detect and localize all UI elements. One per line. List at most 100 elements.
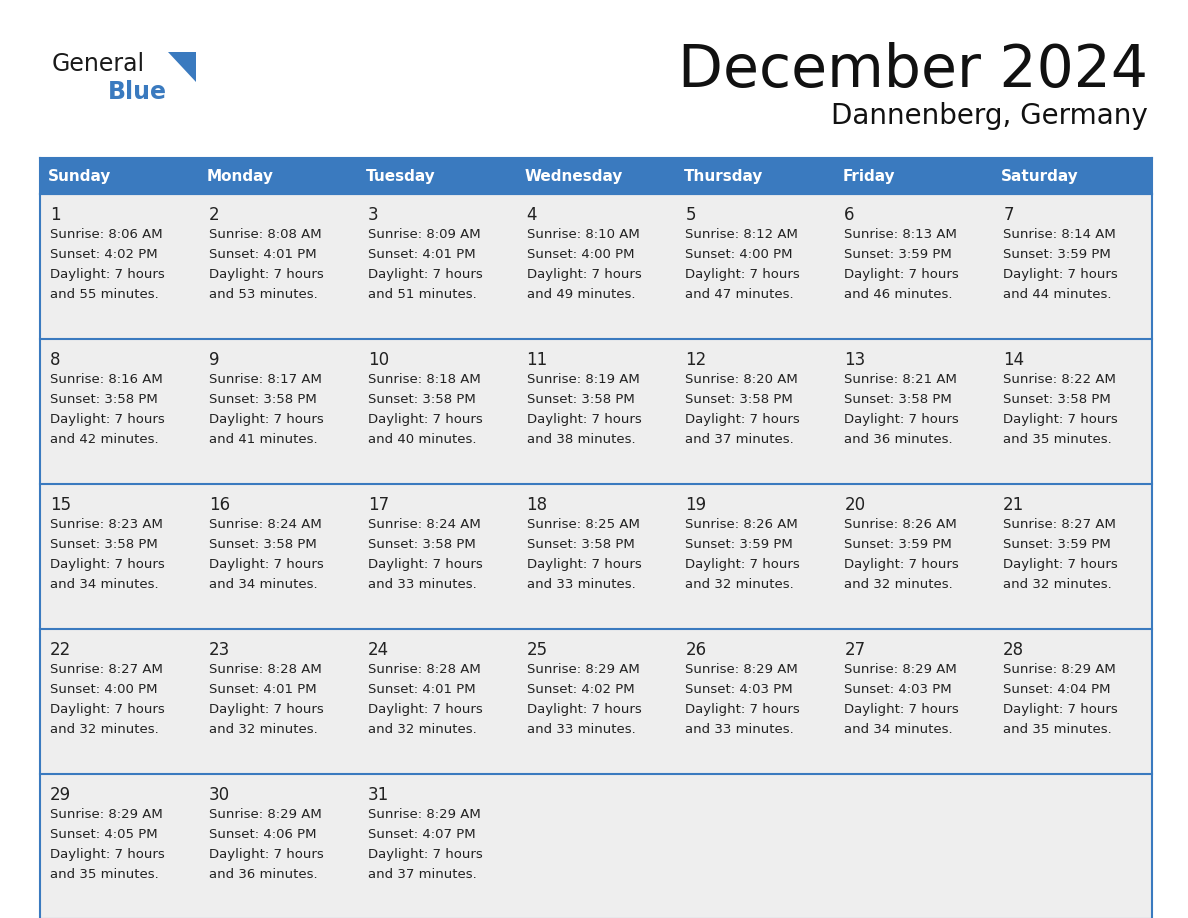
Text: Daylight: 7 hours: Daylight: 7 hours xyxy=(50,413,165,426)
Text: 27: 27 xyxy=(845,641,865,659)
Text: Daylight: 7 hours: Daylight: 7 hours xyxy=(685,558,801,571)
Bar xyxy=(834,339,993,484)
Text: Sunset: 4:01 PM: Sunset: 4:01 PM xyxy=(368,248,475,261)
Bar xyxy=(993,484,1152,629)
Text: Sunset: 3:58 PM: Sunset: 3:58 PM xyxy=(685,393,794,406)
Text: and 33 minutes.: and 33 minutes. xyxy=(526,723,636,736)
Text: Sunrise: 8:12 AM: Sunrise: 8:12 AM xyxy=(685,228,798,241)
Bar xyxy=(358,194,517,339)
Text: and 36 minutes.: and 36 minutes. xyxy=(845,433,953,446)
Text: Sunset: 4:07 PM: Sunset: 4:07 PM xyxy=(368,828,475,841)
Text: and 33 minutes.: and 33 minutes. xyxy=(685,723,795,736)
Text: Dannenberg, Germany: Dannenberg, Germany xyxy=(832,102,1148,130)
Text: Daylight: 7 hours: Daylight: 7 hours xyxy=(526,558,642,571)
Text: Daylight: 7 hours: Daylight: 7 hours xyxy=(209,848,323,861)
Text: Daylight: 7 hours: Daylight: 7 hours xyxy=(209,413,323,426)
Text: and 37 minutes.: and 37 minutes. xyxy=(368,868,476,881)
Text: Sunset: 4:02 PM: Sunset: 4:02 PM xyxy=(526,683,634,696)
Text: Daylight: 7 hours: Daylight: 7 hours xyxy=(209,268,323,281)
Text: and 34 minutes.: and 34 minutes. xyxy=(50,578,159,591)
Text: Daylight: 7 hours: Daylight: 7 hours xyxy=(526,413,642,426)
Bar xyxy=(198,194,358,339)
Text: Sunset: 3:58 PM: Sunset: 3:58 PM xyxy=(526,393,634,406)
Bar xyxy=(40,629,198,774)
Text: Sunrise: 8:24 AM: Sunrise: 8:24 AM xyxy=(368,518,480,531)
Text: 4: 4 xyxy=(526,206,537,224)
Text: 1: 1 xyxy=(50,206,61,224)
Bar xyxy=(676,484,834,629)
Bar xyxy=(834,158,993,194)
Text: and 41 minutes.: and 41 minutes. xyxy=(209,433,317,446)
Bar xyxy=(834,629,993,774)
Text: and 47 minutes.: and 47 minutes. xyxy=(685,288,794,301)
Bar xyxy=(993,339,1152,484)
Bar xyxy=(198,339,358,484)
Text: Sunset: 3:59 PM: Sunset: 3:59 PM xyxy=(845,248,952,261)
Text: and 34 minutes.: and 34 minutes. xyxy=(845,723,953,736)
Text: Daylight: 7 hours: Daylight: 7 hours xyxy=(209,558,323,571)
Text: Daylight: 7 hours: Daylight: 7 hours xyxy=(1003,413,1118,426)
Text: Sunrise: 8:27 AM: Sunrise: 8:27 AM xyxy=(50,663,163,676)
Bar xyxy=(676,158,834,194)
Text: Sunrise: 8:08 AM: Sunrise: 8:08 AM xyxy=(209,228,322,241)
Text: Sunrise: 8:29 AM: Sunrise: 8:29 AM xyxy=(526,663,639,676)
Text: Sunday: Sunday xyxy=(48,169,112,184)
Bar xyxy=(358,774,517,918)
Bar xyxy=(198,774,358,918)
Text: Daylight: 7 hours: Daylight: 7 hours xyxy=(209,703,323,716)
Bar xyxy=(40,774,198,918)
Bar xyxy=(517,194,676,339)
Text: and 34 minutes.: and 34 minutes. xyxy=(209,578,317,591)
Text: Daylight: 7 hours: Daylight: 7 hours xyxy=(685,413,801,426)
Text: Sunset: 4:00 PM: Sunset: 4:00 PM xyxy=(685,248,792,261)
Bar xyxy=(517,158,676,194)
Text: Sunset: 3:58 PM: Sunset: 3:58 PM xyxy=(1003,393,1111,406)
Text: and 49 minutes.: and 49 minutes. xyxy=(526,288,636,301)
Text: Sunset: 4:06 PM: Sunset: 4:06 PM xyxy=(209,828,316,841)
Bar xyxy=(993,774,1152,918)
Text: Wednesday: Wednesday xyxy=(525,169,623,184)
Text: 10: 10 xyxy=(368,351,388,369)
Bar xyxy=(676,774,834,918)
Text: and 40 minutes.: and 40 minutes. xyxy=(368,433,476,446)
Bar xyxy=(358,629,517,774)
Text: Sunset: 3:58 PM: Sunset: 3:58 PM xyxy=(368,538,475,551)
Text: Sunset: 3:59 PM: Sunset: 3:59 PM xyxy=(1003,248,1111,261)
Text: 24: 24 xyxy=(368,641,388,659)
Text: 26: 26 xyxy=(685,641,707,659)
Bar xyxy=(517,339,676,484)
Text: Sunset: 4:00 PM: Sunset: 4:00 PM xyxy=(526,248,634,261)
Text: Sunrise: 8:28 AM: Sunrise: 8:28 AM xyxy=(209,663,322,676)
Text: 15: 15 xyxy=(50,496,71,514)
Text: and 53 minutes.: and 53 minutes. xyxy=(209,288,317,301)
Text: and 35 minutes.: and 35 minutes. xyxy=(1003,723,1112,736)
Text: Sunrise: 8:20 AM: Sunrise: 8:20 AM xyxy=(685,373,798,386)
Text: 13: 13 xyxy=(845,351,866,369)
Text: and 36 minutes.: and 36 minutes. xyxy=(209,868,317,881)
Text: December 2024: December 2024 xyxy=(678,42,1148,99)
Text: and 32 minutes.: and 32 minutes. xyxy=(209,723,317,736)
Text: 17: 17 xyxy=(368,496,388,514)
Text: Sunset: 3:58 PM: Sunset: 3:58 PM xyxy=(209,393,317,406)
Text: Daylight: 7 hours: Daylight: 7 hours xyxy=(50,268,165,281)
Text: Sunrise: 8:29 AM: Sunrise: 8:29 AM xyxy=(209,808,322,821)
Text: and 35 minutes.: and 35 minutes. xyxy=(1003,433,1112,446)
Text: Daylight: 7 hours: Daylight: 7 hours xyxy=(368,848,482,861)
Text: Sunrise: 8:26 AM: Sunrise: 8:26 AM xyxy=(685,518,798,531)
Text: and 32 minutes.: and 32 minutes. xyxy=(50,723,159,736)
Bar xyxy=(40,339,198,484)
Text: Daylight: 7 hours: Daylight: 7 hours xyxy=(50,848,165,861)
Text: Daylight: 7 hours: Daylight: 7 hours xyxy=(845,268,959,281)
Text: Sunrise: 8:18 AM: Sunrise: 8:18 AM xyxy=(368,373,480,386)
Text: Sunrise: 8:19 AM: Sunrise: 8:19 AM xyxy=(526,373,639,386)
Bar xyxy=(834,484,993,629)
Bar xyxy=(358,339,517,484)
Text: and 32 minutes.: and 32 minutes. xyxy=(368,723,476,736)
Text: and 37 minutes.: and 37 minutes. xyxy=(685,433,795,446)
Bar xyxy=(40,194,198,339)
Text: 6: 6 xyxy=(845,206,855,224)
Text: Thursday: Thursday xyxy=(683,169,763,184)
Text: 25: 25 xyxy=(526,641,548,659)
Text: and 32 minutes.: and 32 minutes. xyxy=(845,578,953,591)
Text: Daylight: 7 hours: Daylight: 7 hours xyxy=(526,703,642,716)
